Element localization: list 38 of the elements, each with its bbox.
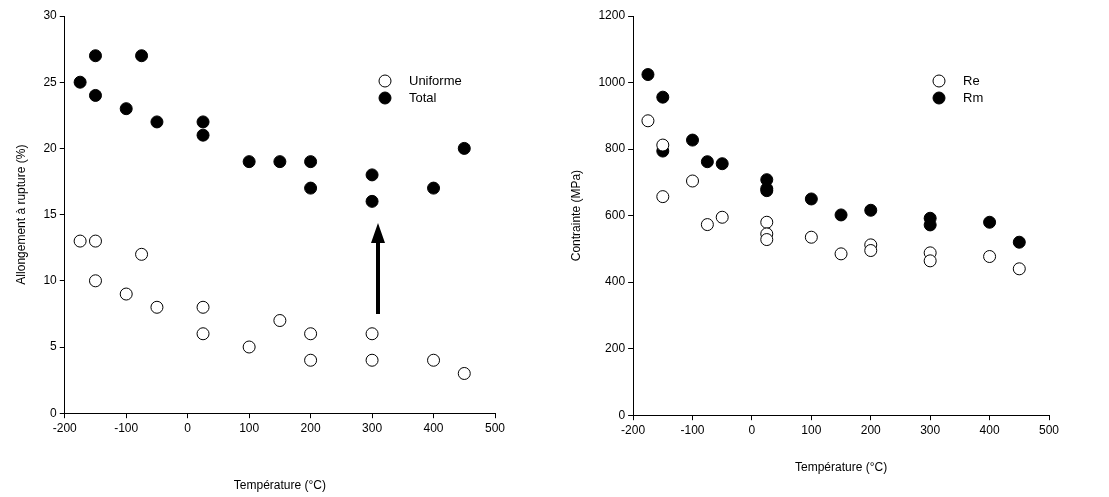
legend-label: Uniforme — [409, 72, 462, 88]
x-tick-label: 300 — [920, 422, 941, 437]
y-axis-title: Allongement à rupture (%) — [13, 144, 28, 285]
x-tick-label: 200 — [300, 420, 321, 435]
x-tick-label: 100 — [801, 422, 822, 437]
x-tick-label: -200 — [52, 420, 78, 435]
x-axis-title: Température (°C) — [233, 478, 326, 493]
x-axis-title: Température (°C) — [794, 460, 888, 475]
x-tick-label: 100 — [239, 420, 260, 435]
x-tick-label: 500 — [484, 420, 506, 435]
x-tick-label: 0 — [748, 422, 756, 437]
legend-label: Rm — [963, 89, 984, 105]
x-tick-label: 0 — [184, 420, 192, 435]
legend-label: Re — [963, 72, 980, 88]
x-tick-label: -100 — [680, 422, 705, 437]
x-tick-label: -100 — [114, 420, 139, 435]
y-tick-label: 1000 — [598, 74, 626, 89]
y-axis-title: Contrainte (MPa) — [568, 169, 583, 262]
y-tick-label: 800 — [605, 141, 626, 156]
y-tick-label: 20 — [43, 140, 58, 155]
y-tick-label: 30 — [43, 8, 58, 23]
y-tick-label: 600 — [605, 207, 626, 222]
y-tick-label: 0 — [618, 407, 626, 422]
y-tick-label: 400 — [605, 274, 626, 289]
y-tick-label: 1200 — [598, 8, 626, 23]
x-tick-label: 500 — [1038, 422, 1060, 437]
y-tick-label: 10 — [43, 273, 58, 288]
y-tick-label: 200 — [605, 340, 626, 355]
y-tick-label: 0 — [50, 405, 58, 420]
y-tick-label: 5 — [50, 339, 58, 354]
legend-label: Total — [409, 89, 437, 105]
x-tick-label: 200 — [860, 422, 882, 437]
y-tick-label: 25 — [43, 74, 58, 89]
x-tick-label: 400 — [423, 420, 444, 435]
x-tick-label: -200 — [621, 422, 646, 437]
y-tick-label: 15 — [43, 206, 58, 221]
x-tick-label: 300 — [362, 420, 383, 435]
x-tick-label: 400 — [979, 422, 1000, 437]
